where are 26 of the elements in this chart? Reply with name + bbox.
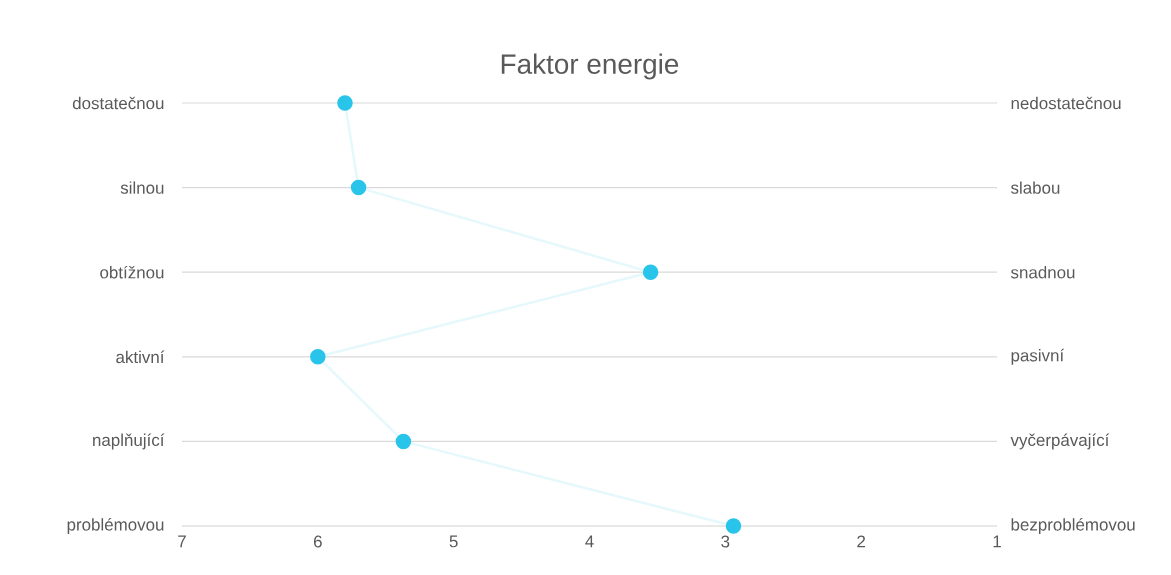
chart-title: Faktor energie bbox=[501, 53, 679, 80]
y2-tick-label: nedostatečnou bbox=[1011, 96, 1121, 110]
y2-tick-label: vyčerpávající bbox=[1010, 433, 1110, 450]
y2-tick-label: snadnou bbox=[1010, 265, 1075, 279]
y2-tick-label: bezproblémovou bbox=[1011, 518, 1135, 534]
y-tick-label: silnou bbox=[120, 181, 164, 194]
point bbox=[310, 349, 326, 365]
x-tick-label: 1 bbox=[993, 535, 1001, 548]
y-tick-label: problémovou bbox=[67, 518, 164, 534]
point bbox=[725, 518, 742, 534]
y-tick-label: aktivní bbox=[116, 350, 165, 364]
x-tick-label: 2 bbox=[857, 535, 866, 548]
x-tick-label: 5 bbox=[449, 535, 458, 548]
y2-tick-label: slabou bbox=[1010, 181, 1060, 194]
y2-tick-label: pasivní bbox=[1011, 348, 1065, 365]
point bbox=[642, 264, 659, 280]
x-tick-label: 6 bbox=[313, 535, 322, 548]
y-tick-label: obtížnou bbox=[100, 265, 164, 279]
point bbox=[337, 95, 353, 111]
point bbox=[350, 179, 367, 196]
x-tick-label: 4 bbox=[585, 535, 594, 548]
y-tick-label: dostatečnou bbox=[72, 96, 164, 110]
x-tick-label: 3 bbox=[721, 535, 730, 548]
point bbox=[395, 433, 412, 450]
y-tick-label: naplňující bbox=[93, 433, 165, 450]
x-tick-label: 7 bbox=[178, 535, 186, 548]
